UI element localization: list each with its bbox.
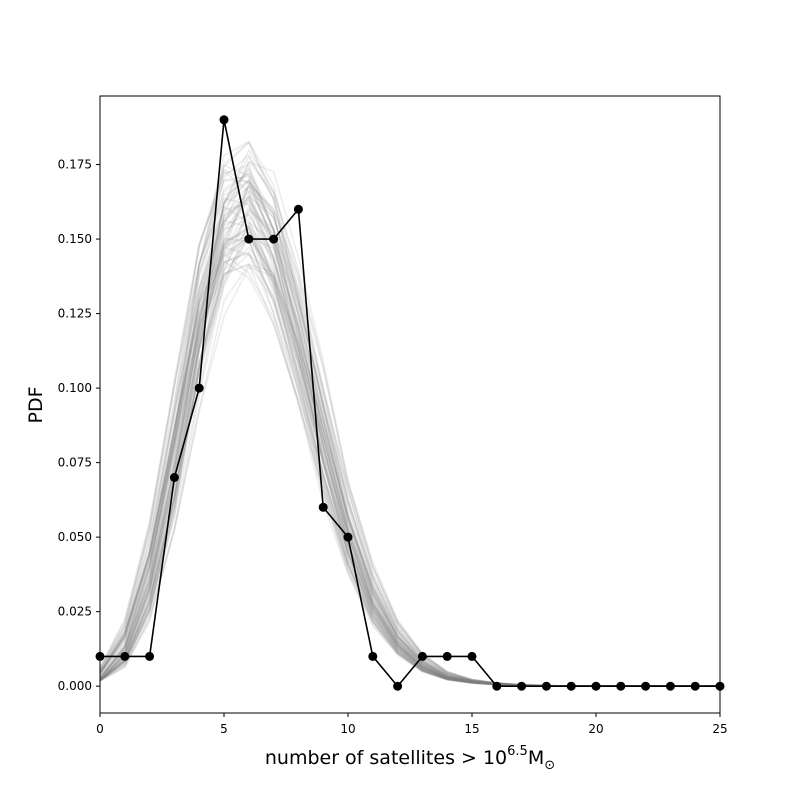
- y-tick-label: 0.125: [58, 307, 92, 321]
- observed-point: [393, 681, 403, 691]
- y-axis-label: PDF: [25, 386, 47, 423]
- observed-point: [690, 681, 700, 691]
- x-axis-label: number of satellites > 106.5M⊙: [265, 744, 555, 773]
- x-axis-label-unit: M: [528, 747, 544, 769]
- x-axis-label-prefix: number of satellites > 10: [265, 747, 507, 769]
- x-tick-label: 0: [96, 722, 104, 736]
- y-tick-label: 0.150: [58, 232, 92, 246]
- observed-point: [641, 681, 651, 691]
- observed-point: [665, 681, 675, 691]
- model-curve: [99, 182, 720, 688]
- observed-point: [194, 383, 204, 393]
- observed-point: [244, 234, 254, 244]
- y-tick-label: 0.025: [58, 605, 92, 619]
- observed-point: [616, 681, 626, 691]
- model-curve: [99, 140, 720, 688]
- x-axis-ticks: 0 5 10 15 20 25: [96, 713, 728, 736]
- model-curve: [99, 180, 720, 688]
- model-curve: [99, 140, 720, 688]
- observed-point: [442, 651, 452, 661]
- observed-point: [566, 681, 576, 691]
- y-tick-label: 0.175: [58, 158, 92, 172]
- y-tick-label: 0.000: [58, 679, 92, 693]
- observed-point: [293, 204, 303, 214]
- observed-point: [368, 651, 378, 661]
- model-ensemble-curves: [99, 140, 720, 688]
- x-tick-label: 5: [220, 722, 228, 736]
- observed-point: [591, 681, 601, 691]
- model-curve: [99, 180, 720, 688]
- observed-point: [169, 473, 179, 482]
- model-curve: [99, 219, 720, 688]
- observed-point: [269, 234, 279, 244]
- observed-point: [120, 651, 130, 661]
- y-tick-label: 0.075: [58, 456, 92, 470]
- x-axis-label-subscript: ⊙: [544, 758, 555, 773]
- y-tick-label: 0.100: [58, 381, 92, 395]
- x-tick-label: 10: [340, 722, 355, 736]
- observed-point: [517, 681, 527, 691]
- y-tick-label: 0.050: [58, 530, 92, 544]
- observed-point: [541, 681, 551, 691]
- x-axis-label-exponent: 6.5: [507, 744, 528, 759]
- observed-point: [417, 651, 427, 661]
- y-axis-ticks: 0.000 0.025 0.050 0.075 0.100 0.125 0.150 0.175: [58, 158, 100, 693]
- observed-point: [467, 651, 477, 661]
- model-curve: [99, 141, 720, 688]
- observed-point: [492, 681, 502, 691]
- plot-frame: [99, 95, 721, 714]
- model-curve: [99, 179, 720, 688]
- x-tick-label: 20: [588, 722, 603, 736]
- observed-point: [343, 532, 353, 542]
- observed-points: [95, 115, 725, 691]
- x-tick-label: 25: [712, 722, 727, 736]
- observed-point: [318, 502, 328, 512]
- observed-point: [145, 651, 155, 661]
- x-tick-label: 15: [464, 722, 479, 736]
- observed-point: [219, 115, 229, 125]
